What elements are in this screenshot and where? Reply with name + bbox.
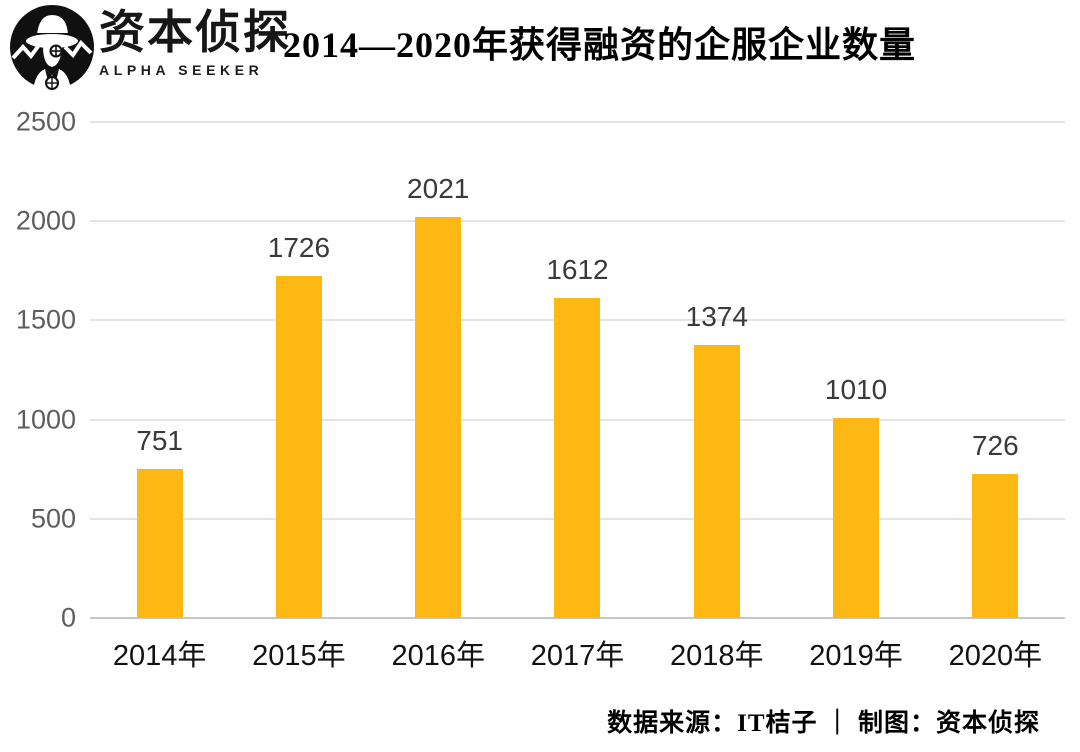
bar bbox=[415, 217, 462, 618]
x-tick-label: 2015年 bbox=[252, 640, 346, 672]
bar-column: 751 bbox=[90, 122, 229, 618]
bar-column: 2021 bbox=[369, 122, 508, 618]
brand-subtitle: ALPHA SEEKER bbox=[99, 61, 264, 78]
bar-column: 1612 bbox=[508, 122, 647, 618]
y-tick-label: 1500 bbox=[15, 304, 76, 335]
bar-value-label: 2021 bbox=[407, 173, 470, 205]
bar-value-label: 1612 bbox=[546, 254, 609, 286]
x-tick-label: 2017年 bbox=[530, 640, 625, 672]
bar-column: 1374 bbox=[647, 122, 786, 618]
bar bbox=[136, 469, 183, 618]
gridline bbox=[90, 617, 1065, 619]
x-tick-label: 2016年 bbox=[391, 640, 485, 672]
bar bbox=[972, 473, 1019, 618]
bar-value-label: 726 bbox=[971, 429, 1019, 461]
gridline bbox=[90, 121, 1065, 123]
brand-detective-logo-icon bbox=[7, 3, 99, 97]
brand-name: 资本侦探 bbox=[99, 7, 291, 58]
y-tick-label: 2500 bbox=[15, 106, 76, 137]
chart-title: 2014—2020年获得融资的企服企业数量 bbox=[283, 25, 917, 65]
x-tick-label: 2019年 bbox=[809, 640, 903, 672]
x-tick-label: 2018年 bbox=[670, 640, 764, 672]
bar-value-label: 751 bbox=[136, 425, 183, 457]
bar-column: 1726 bbox=[229, 122, 368, 618]
bar bbox=[554, 298, 601, 618]
bar bbox=[833, 417, 880, 618]
bar-column: 726 bbox=[926, 122, 1065, 618]
bar-value-label: 1374 bbox=[685, 301, 748, 333]
x-tick-label: 2014年 bbox=[112, 640, 207, 672]
x-tick-label: 2020年 bbox=[948, 640, 1043, 672]
bar bbox=[693, 345, 740, 618]
y-tick-label: 500 bbox=[30, 503, 76, 534]
bar-value-label: 1010 bbox=[824, 373, 888, 405]
bar bbox=[275, 275, 322, 618]
bar-chart: 0 500 1000 1500 2000 2500 751 1726 2021 1612 1374… bbox=[0, 108, 1080, 682]
plot-area: 751 1726 2021 1612 1374 1010 726 bbox=[90, 121, 1065, 619]
source-note: 数据来源：IT桔子 ｜ 制图：资本侦探 bbox=[607, 710, 1040, 737]
y-tick-label: 0 bbox=[60, 602, 76, 633]
gridline bbox=[90, 220, 1065, 223]
y-tick-label: 1000 bbox=[15, 404, 76, 435]
x-axis: 2014年 2015年 2016年 2017年 2018年 2019年 2020年 bbox=[90, 618, 1065, 682]
y-tick-label: 2000 bbox=[15, 205, 76, 236]
bar-value-label: 1726 bbox=[267, 231, 331, 263]
brand-block: 资本侦探 ALPHA SEEKER bbox=[99, 7, 291, 78]
y-axis: 0 500 1000 1500 2000 2500 bbox=[0, 108, 76, 631]
bar-column: 1010 bbox=[786, 122, 925, 618]
